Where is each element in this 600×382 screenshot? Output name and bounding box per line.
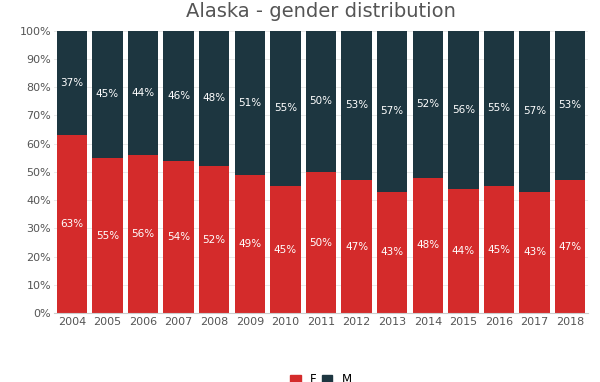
Text: 53%: 53%	[345, 100, 368, 110]
Text: 45%: 45%	[96, 89, 119, 99]
Text: 46%: 46%	[167, 91, 190, 100]
Bar	[128, 31, 158, 155]
Text: 52%: 52%	[203, 235, 226, 245]
Text: 44%: 44%	[131, 88, 155, 98]
Bar	[128, 155, 158, 313]
Text: 48%: 48%	[203, 94, 226, 104]
Bar	[199, 31, 229, 166]
Title: Alaska - gender distribution: Alaska - gender distribution	[186, 2, 456, 21]
Bar	[484, 186, 514, 313]
Text: 51%: 51%	[238, 98, 262, 108]
Text: 54%: 54%	[167, 232, 190, 242]
Bar	[163, 160, 194, 313]
Bar	[341, 180, 372, 313]
Text: 49%: 49%	[238, 239, 262, 249]
Text: 52%: 52%	[416, 99, 439, 109]
Text: 45%: 45%	[274, 244, 297, 255]
Text: 37%: 37%	[60, 78, 83, 88]
Bar	[377, 192, 407, 313]
Bar	[555, 180, 586, 313]
Text: 47%: 47%	[559, 242, 582, 252]
Text: 55%: 55%	[487, 103, 511, 113]
Bar	[235, 175, 265, 313]
Text: 43%: 43%	[523, 248, 546, 257]
Legend: F, M: F, M	[290, 374, 352, 382]
Bar	[413, 31, 443, 178]
Bar	[448, 189, 479, 313]
Text: 50%: 50%	[310, 238, 332, 248]
Bar	[448, 31, 479, 189]
Text: 55%: 55%	[96, 230, 119, 241]
Bar	[270, 31, 301, 186]
Text: 45%: 45%	[487, 244, 511, 255]
Bar	[199, 166, 229, 313]
Text: 56%: 56%	[131, 229, 155, 239]
Bar	[484, 31, 514, 186]
Text: 63%: 63%	[60, 219, 83, 229]
Bar	[520, 31, 550, 192]
Text: 48%: 48%	[416, 240, 439, 250]
Bar	[56, 31, 87, 135]
Bar	[92, 31, 122, 158]
Bar	[520, 192, 550, 313]
Text: 57%: 57%	[523, 106, 546, 116]
Bar	[270, 186, 301, 313]
Text: 47%: 47%	[345, 242, 368, 252]
Text: 44%: 44%	[452, 246, 475, 256]
Text: 50%: 50%	[310, 96, 332, 106]
Bar	[555, 31, 586, 180]
Bar	[341, 31, 372, 180]
Text: 56%: 56%	[452, 105, 475, 115]
Text: 53%: 53%	[559, 100, 582, 110]
Bar	[163, 31, 194, 160]
Bar	[306, 31, 336, 172]
Bar	[92, 158, 122, 313]
Text: 43%: 43%	[380, 248, 404, 257]
Bar	[413, 178, 443, 313]
Text: 55%: 55%	[274, 103, 297, 113]
Text: 57%: 57%	[380, 106, 404, 116]
Bar	[306, 172, 336, 313]
Bar	[56, 135, 87, 313]
Bar	[377, 31, 407, 192]
Bar	[235, 31, 265, 175]
